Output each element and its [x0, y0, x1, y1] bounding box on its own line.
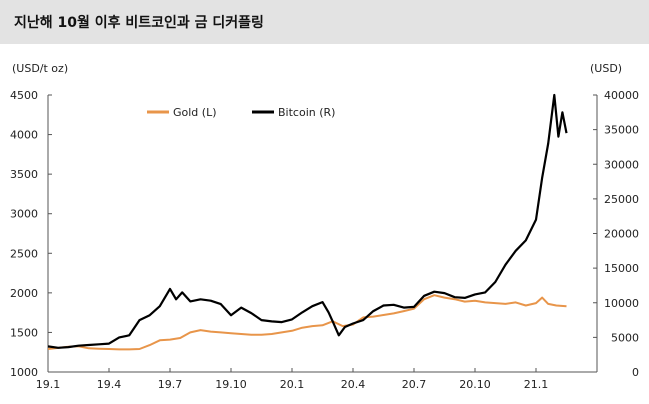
bitcoin-series-line — [47, 93, 568, 349]
right-axis-unit: (USD) — [590, 62, 623, 75]
left-axis-unit: (USD/t oz) — [12, 62, 69, 75]
right-tick-label: 0 — [632, 366, 639, 379]
right-tick-label: 25000 — [604, 193, 639, 206]
left-tick-label: 3500 — [10, 168, 38, 181]
right-tick-label: 20000 — [604, 228, 639, 241]
x-tick-label: 21.1 — [524, 378, 549, 391]
right-tick-label: 15000 — [604, 262, 639, 275]
left-tick-label: 3000 — [10, 208, 38, 221]
left-tick-label: 2500 — [10, 247, 38, 260]
gold-series-line — [47, 294, 567, 351]
x-tick-label: 19.4 — [97, 378, 122, 391]
title-bar: 지난해 10월 이후 비트코인과 금 디커플링 — [0, 0, 649, 44]
right-tick-label: 40000 — [604, 89, 639, 102]
left-tick-label: 2000 — [10, 287, 38, 300]
legend-bitcoin-label: Bitcoin (R) — [278, 106, 335, 119]
x-tick-label: 20.4 — [341, 378, 366, 391]
left-tick-label: 1000 — [10, 366, 38, 379]
left-tick-label: 4500 — [10, 89, 38, 102]
left-tick-label: 4000 — [10, 129, 38, 142]
right-tick-label: 35000 — [604, 124, 639, 137]
right-tick-label: 10000 — [604, 297, 639, 310]
x-tick-label: 19.1 — [36, 378, 61, 391]
left-tick-label: 1500 — [10, 326, 38, 339]
x-tick-label: 20.1 — [280, 378, 305, 391]
legend-gold-label: Gold (L) — [173, 106, 217, 119]
x-tick-label: 20.7 — [402, 378, 427, 391]
right-tick-label: 30000 — [604, 158, 639, 171]
right-tick-label: 5000 — [611, 331, 639, 344]
x-tick-label: 20.10 — [459, 378, 491, 391]
x-tick-label: 19.10 — [215, 378, 247, 391]
chart-title: 지난해 10월 이후 비트코인과 금 디커플링 — [14, 15, 264, 31]
x-tick-label: 19.7 — [158, 378, 183, 391]
